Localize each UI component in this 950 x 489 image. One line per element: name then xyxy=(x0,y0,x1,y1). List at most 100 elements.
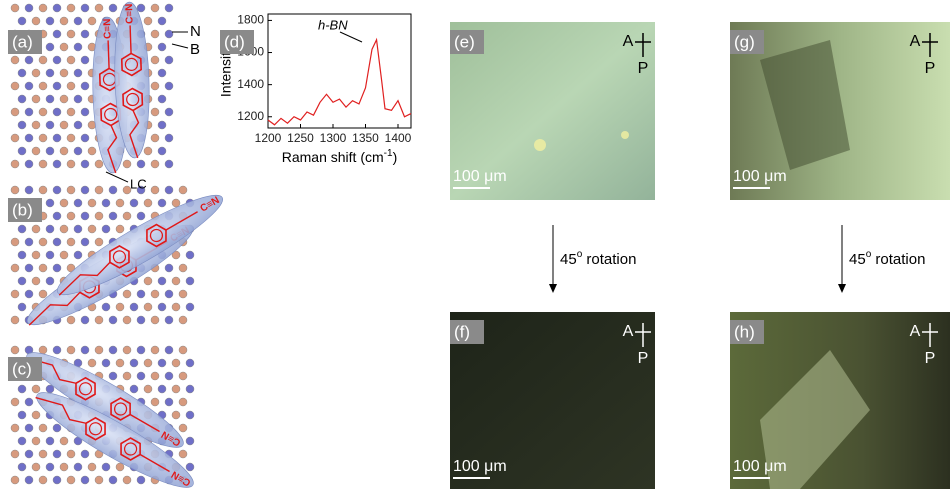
atom xyxy=(165,30,173,38)
atom xyxy=(130,303,138,311)
atom xyxy=(144,277,152,285)
atom xyxy=(151,108,159,116)
scale-label: 100 μm xyxy=(453,168,507,185)
atom xyxy=(144,385,152,393)
atom xyxy=(67,212,75,220)
atom xyxy=(53,160,61,168)
atom xyxy=(25,450,33,458)
atom xyxy=(179,186,187,194)
atom xyxy=(67,238,75,246)
atom xyxy=(60,199,68,207)
y-tick-label: 1400 xyxy=(237,77,264,91)
rotation-label: 45o rotation xyxy=(560,249,636,268)
atom xyxy=(137,160,145,168)
atom xyxy=(179,450,187,458)
atom xyxy=(18,69,26,77)
atom xyxy=(39,264,47,272)
panel-label: (h) xyxy=(734,322,755,341)
atom xyxy=(165,160,173,168)
annotation-arrow xyxy=(340,32,362,42)
atom xyxy=(109,476,117,484)
atom xyxy=(151,290,159,298)
atom xyxy=(67,186,75,194)
atom xyxy=(165,264,173,272)
x-tick-label: 1400 xyxy=(385,131,412,145)
atom xyxy=(109,372,117,380)
atom xyxy=(67,476,75,484)
atom xyxy=(116,463,124,471)
atom xyxy=(11,186,19,194)
atom xyxy=(25,476,33,484)
atom xyxy=(123,212,131,220)
atom xyxy=(116,199,124,207)
atom xyxy=(165,56,173,64)
atom-label: B xyxy=(190,41,200,58)
atom xyxy=(32,463,40,471)
atom xyxy=(186,303,194,311)
atom xyxy=(18,385,26,393)
atom xyxy=(74,251,82,259)
atom xyxy=(81,186,89,194)
atom xyxy=(46,225,54,233)
arrow-head xyxy=(838,284,846,293)
atom xyxy=(172,303,180,311)
atom xyxy=(81,238,89,246)
atom xyxy=(25,290,33,298)
atom xyxy=(102,359,110,367)
atom xyxy=(53,212,61,220)
panel-label: (d) xyxy=(224,32,245,51)
atom xyxy=(11,82,19,90)
rotation-label: 45o rotation xyxy=(849,249,925,268)
atom xyxy=(165,346,173,354)
atom xyxy=(53,4,61,12)
atom xyxy=(11,290,19,298)
atom xyxy=(39,160,47,168)
atom xyxy=(158,277,166,285)
atom xyxy=(11,238,19,246)
atom xyxy=(151,316,159,324)
atom xyxy=(81,346,89,354)
atom xyxy=(53,238,61,246)
polarizer-label: P xyxy=(925,60,936,77)
atom xyxy=(116,359,124,367)
atom xyxy=(60,121,68,129)
atom xyxy=(11,398,19,406)
atom xyxy=(158,43,166,51)
atom xyxy=(74,95,82,103)
atom xyxy=(53,134,61,142)
atom xyxy=(32,437,40,445)
cn-label: C≡N xyxy=(124,3,136,24)
atom xyxy=(81,4,89,12)
atom xyxy=(179,264,187,272)
atom xyxy=(81,212,89,220)
atom xyxy=(130,385,138,393)
atom xyxy=(116,303,124,311)
atom xyxy=(172,385,180,393)
atom xyxy=(186,251,194,259)
atom xyxy=(95,238,103,246)
atom xyxy=(179,316,187,324)
atom xyxy=(95,476,103,484)
panel-label: (c) xyxy=(12,359,32,378)
atom xyxy=(11,108,19,116)
atom xyxy=(53,476,61,484)
atom xyxy=(25,134,33,142)
x-label-end: ) xyxy=(393,149,398,165)
atom xyxy=(67,316,75,324)
spot xyxy=(621,131,629,139)
atom xyxy=(158,359,166,367)
atom xyxy=(67,82,75,90)
atom xyxy=(67,56,75,64)
scale-label: 100 μm xyxy=(733,458,787,475)
atom xyxy=(186,359,194,367)
atom xyxy=(46,463,54,471)
atom xyxy=(46,95,54,103)
atom xyxy=(25,108,33,116)
atom xyxy=(123,160,131,168)
atom xyxy=(109,346,117,354)
analyzer-label: A xyxy=(623,323,634,340)
bond xyxy=(130,25,131,53)
atom xyxy=(95,160,103,168)
atom xyxy=(165,290,173,298)
y-tick-label: 1200 xyxy=(237,109,264,123)
